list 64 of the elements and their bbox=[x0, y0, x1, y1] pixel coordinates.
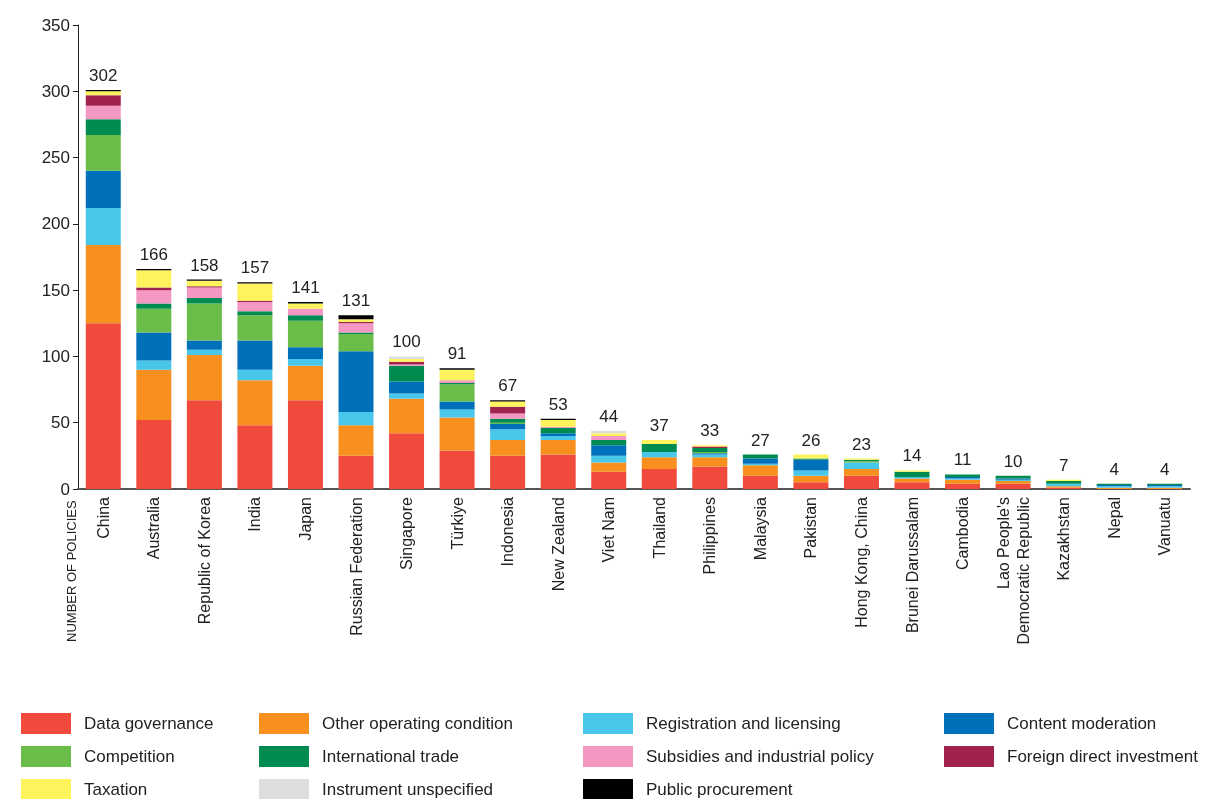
legend-label: Subsidies and industrial policy bbox=[646, 747, 875, 766]
x-tick-label: Türkiye bbox=[448, 496, 466, 550]
x-tick-label: Singapore bbox=[398, 496, 416, 570]
legend-label: Data governance bbox=[84, 714, 214, 733]
total-label: 91 bbox=[447, 344, 467, 364]
total-label: 157 bbox=[240, 258, 270, 278]
x-tick-label: Lao People's Democratic Republic bbox=[994, 497, 1032, 645]
legend-label: Instrument unspecified bbox=[322, 780, 494, 799]
x-tick-label: Australia bbox=[145, 496, 163, 560]
legend-label: International trade bbox=[322, 747, 460, 766]
x-tick-label: Indonesia bbox=[499, 496, 517, 567]
total-label: 100 bbox=[392, 332, 421, 352]
y-tick-label: 200 bbox=[41, 214, 70, 234]
x-tick-label: Viet Nam bbox=[600, 497, 618, 563]
legend-label: Public procurement bbox=[646, 780, 793, 799]
legend-label: Competition bbox=[84, 747, 175, 766]
total-label: 26 bbox=[801, 430, 821, 450]
total-label: 14 bbox=[902, 446, 922, 466]
legend-label: Registration and licensing bbox=[646, 714, 841, 733]
legend-label: Other operating condition bbox=[322, 714, 513, 733]
total-label: 67 bbox=[498, 376, 518, 396]
total-label: 4 bbox=[1109, 459, 1119, 479]
y-tick-label: 350 bbox=[41, 15, 70, 35]
total-label: 131 bbox=[341, 291, 371, 311]
total-label: 23 bbox=[851, 434, 871, 454]
y-tick-label: 300 bbox=[41, 81, 70, 101]
x-tick-label: Nepal bbox=[1105, 497, 1123, 539]
total-label: 141 bbox=[291, 278, 320, 298]
total-label: 11 bbox=[953, 450, 972, 470]
total-label: 44 bbox=[599, 406, 619, 426]
x-tick-label: Brunei Darussalam bbox=[903, 497, 921, 634]
x-tick-label: Thailand bbox=[650, 497, 668, 559]
total-label: 4 bbox=[1159, 459, 1170, 479]
total-label: 33 bbox=[700, 421, 720, 441]
total-label: 158 bbox=[190, 255, 219, 275]
x-tick-label: Vanuatu bbox=[1156, 497, 1174, 556]
y-axis-title: NUMBER OF POLICIES bbox=[64, 500, 79, 642]
y-tick-label: 0 bbox=[60, 479, 70, 499]
legend-label: Taxation bbox=[84, 780, 148, 799]
y-tick-label: 100 bbox=[41, 346, 70, 366]
legend-label: Content moderation bbox=[1007, 714, 1157, 733]
total-label: 302 bbox=[89, 65, 118, 85]
x-tick-label: Philippines bbox=[701, 497, 719, 575]
x-tick-label: Cambodia bbox=[954, 496, 972, 570]
total-label: 166 bbox=[139, 244, 169, 264]
legend-label: Foreign direct investment bbox=[1007, 747, 1199, 766]
y-tick-label: 250 bbox=[41, 148, 70, 168]
x-tick-label: Hong Kong, China bbox=[852, 496, 870, 628]
x-tick-label: India bbox=[246, 496, 264, 532]
total-label: 37 bbox=[649, 415, 669, 435]
total-label: 27 bbox=[750, 430, 770, 450]
y-tick-label: 50 bbox=[51, 413, 70, 433]
x-tick-label: Kazakhstan bbox=[1055, 497, 1073, 581]
total-label: 7 bbox=[1058, 455, 1069, 475]
x-tick-label: New Zealand bbox=[549, 497, 567, 592]
y-tick-label: 150 bbox=[41, 280, 70, 300]
x-tick-label: Pakistan bbox=[802, 497, 820, 559]
total-label: 10 bbox=[1003, 451, 1023, 471]
x-tick-label: Japan bbox=[296, 497, 314, 541]
x-tick-label: Malaysia bbox=[751, 496, 769, 561]
total-label: 53 bbox=[548, 394, 568, 414]
x-tick-label: China bbox=[94, 496, 112, 539]
x-tick-label: Russian Federation bbox=[347, 497, 365, 636]
x-tick-label: Republic of Korea bbox=[195, 496, 213, 625]
